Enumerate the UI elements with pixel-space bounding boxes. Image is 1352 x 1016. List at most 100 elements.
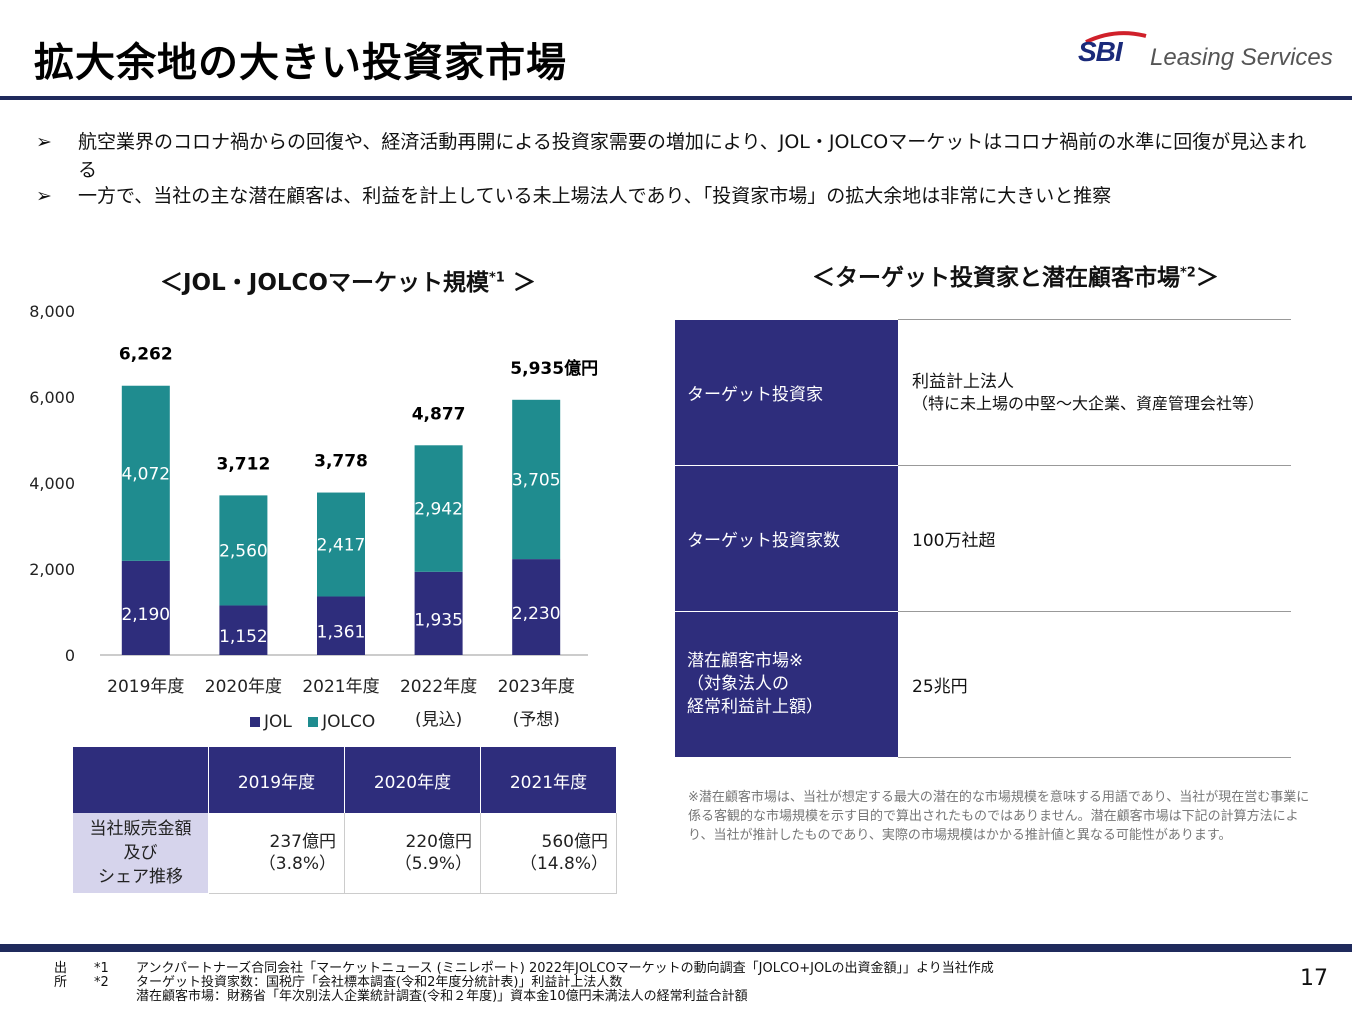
legend-jolco-label: JOLCO: [322, 712, 376, 732]
target-section-title: ＜ターゲット投資家と潜在顧客市場*2＞: [812, 258, 1219, 292]
bar-value-label: 1,152: [219, 627, 268, 647]
row-label-line: （対象法人の: [687, 674, 789, 694]
target-value-detail: （特に未上場の中堅～大企業、資産管理会社等）: [912, 393, 1265, 413]
x-tick-label: 2023年度: [498, 677, 575, 697]
sales-amount: 560億円: [541, 831, 608, 852]
table-row: ターゲット投資家 利益計上法人 （特に未上場の中堅～大企業、資産管理会社等）: [675, 319, 1291, 466]
target-value: 利益計上法人: [912, 371, 1014, 392]
bar-jol: [512, 559, 561, 655]
row-label-line: 潜在顧客市場※: [687, 651, 804, 671]
table-row-label: ターゲット投資家数: [675, 465, 898, 612]
share-percent: （5.9%）: [394, 853, 472, 874]
bar-total-label: 6,262: [119, 345, 173, 365]
bar-jol: [317, 596, 365, 655]
bar-jolco: [219, 495, 268, 606]
table-cell: 560億円 （14.8%）: [480, 813, 617, 894]
bar-jolco: [317, 492, 365, 597]
share-percent: （14.8%）: [519, 853, 608, 874]
bar-jolco: [512, 399, 561, 560]
legend-jol-label: JOL: [264, 712, 292, 732]
target-title-footnote: *2: [1180, 265, 1196, 281]
y-tick-label: 8,000: [29, 302, 75, 321]
bar-value-label: 3,705: [512, 470, 561, 490]
table-cell: 利益計上法人 （特に未上場の中堅～大企業、資産管理会社等）: [898, 319, 1291, 466]
target-market-table: ターゲット投資家 利益計上法人 （特に未上場の中堅～大企業、資産管理会社等） タ…: [675, 319, 1291, 758]
source-label: 出所: [54, 961, 68, 990]
sales-share-table: 2019年度 2020年度 2021年度 当社販売金額 及び シェア推移 237…: [73, 747, 617, 894]
footnote-text: 潜在顧客市場：財務省「年次別法人企業統計調査(令和２年度)」資本金10億円未満法…: [136, 989, 748, 1004]
bar-jol: [121, 560, 170, 655]
header-divider: [0, 96, 1352, 100]
x-tick-label: 2022年度: [400, 677, 477, 697]
bullet-text: 航空業界のコロナ禍からの回復や、経済活動再開による投資家需要の増加により、JOL…: [78, 131, 1307, 181]
table-cell: 25兆円: [898, 611, 1291, 758]
page-number: 17: [1300, 966, 1328, 991]
table-cell: 220億円 （5.9%）: [344, 813, 481, 894]
table-row: ターゲット投資家数 100万社超: [675, 465, 1291, 612]
legend-jolco-swatch: [308, 717, 319, 727]
x-tick-label: 2021年度: [302, 677, 379, 697]
table-header-cell: [73, 747, 209, 813]
footnote-mark: *1: [94, 961, 109, 976]
bar-total-label: 4,877: [412, 404, 466, 424]
footer-divider: [0, 944, 1352, 952]
footnote-text: ターゲット投資家数：国税庁「会社標本調査(令和2年度分統計表)」利益計上法人数: [136, 975, 623, 990]
chart-legend: JOL JOLCO: [250, 712, 375, 732]
table-header-cell: 2019年度: [208, 747, 345, 813]
table-row-label: 潜在顧客市場※ （対象法人の 経常利益計上額）: [675, 611, 898, 758]
y-tick-label: 4,000: [29, 474, 75, 493]
x-tick-sublabel: (予想): [513, 710, 560, 730]
bar-value-label: 1,935: [414, 610, 463, 630]
logo-swoosh-icon: [1085, 31, 1147, 44]
chart-title-end: ＞: [504, 270, 536, 296]
table-row-label: ターゲット投資家: [675, 319, 898, 466]
bar-value-label: 2,230: [512, 604, 561, 624]
logo-sbi-text: SBI: [1078, 36, 1123, 67]
chart-title-footnote: *1: [488, 270, 505, 286]
bar-jol: [414, 571, 463, 655]
table-cell: 100万社超: [898, 465, 1291, 612]
bar-value-label: 2,417: [317, 536, 366, 556]
bar-total-label: 3,712: [217, 454, 271, 474]
sales-amount: 237億円: [269, 831, 336, 852]
chart-section-title: ＜JOL・JOLCOマーケット規模*1 ＞: [160, 263, 536, 297]
bullet-arrow-icon: ➢: [36, 185, 52, 207]
bar-value-label: 2,190: [121, 605, 170, 625]
row-label-line: 当社販売金額: [89, 819, 192, 839]
x-tick-label: 2020年度: [205, 677, 282, 697]
table-header-cell: 2021年度: [480, 747, 617, 813]
bar-value-label: 1,361: [317, 623, 366, 643]
chart-title-text: ＜JOL・JOLCOマーケット規模: [160, 270, 489, 296]
bar-total-label: 3,778: [314, 452, 368, 472]
bar-jolco: [414, 445, 463, 572]
legend-jol-swatch: [250, 717, 260, 727]
sales-amount: 220億円: [405, 831, 472, 852]
share-percent: （3.8%）: [258, 853, 336, 874]
target-title-text: ＜ターゲット投資家と潜在顧客市場: [812, 265, 1180, 291]
logo-company-text: Leasing Services: [1150, 44, 1333, 71]
footnote-mark: *2: [94, 975, 109, 990]
bar-total-label: 5,935億円: [510, 358, 598, 379]
bar-value-label: 2,560: [219, 541, 268, 561]
company-logo: SBI Leasing Services: [1078, 31, 1338, 76]
y-tick-label: 0: [65, 646, 75, 665]
y-tick-label: 6,000: [29, 388, 75, 407]
bar-value-label: 2,942: [414, 500, 463, 520]
target-title-end: ＞: [1195, 265, 1219, 291]
row-label-line: 及び: [123, 843, 158, 863]
table-row: 当社販売金額 及び シェア推移 237億円 （3.8%） 220億円 （5.9%…: [73, 813, 617, 894]
bar-value-label: 4,072: [121, 464, 170, 484]
bar-jolco: [121, 385, 170, 561]
table-row-label: 当社販売金額 及び シェア推移: [73, 813, 209, 893]
footnote-text: アンクパートナーズ合同会社「マーケットニュース (ミニレポート) 2022年JO…: [136, 961, 994, 976]
table-header-cell: 2020年度: [344, 747, 481, 813]
bullet-text: 一方で、当社の主な潜在顧客は、利益を計上している未上場法人であり、「投資家市場」…: [78, 185, 1112, 207]
table-cell: 237億円 （3.8%）: [208, 813, 345, 894]
bullet-item: ➢ 一方で、当社の主な潜在顧客は、利益を計上している未上場法人であり、「投資家市…: [36, 182, 1326, 210]
market-note: ※潜在顧客市場は、当社が想定する最大の潜在的な市場規模を意味する用語であり、当社…: [688, 790, 1310, 843]
page-title: 拡大余地の大きい投資家市場: [34, 40, 567, 86]
y-tick-label: 2,000: [29, 560, 75, 579]
row-label-line: 経常利益計上額）: [687, 697, 823, 717]
table-row: 潜在顧客市場※ （対象法人の 経常利益計上額） 25兆円: [675, 611, 1291, 758]
bullet-item: ➢ 航空業界のコロナ禍からの回復や、経済活動再開による投資家需要の増加により、J…: [36, 128, 1326, 184]
